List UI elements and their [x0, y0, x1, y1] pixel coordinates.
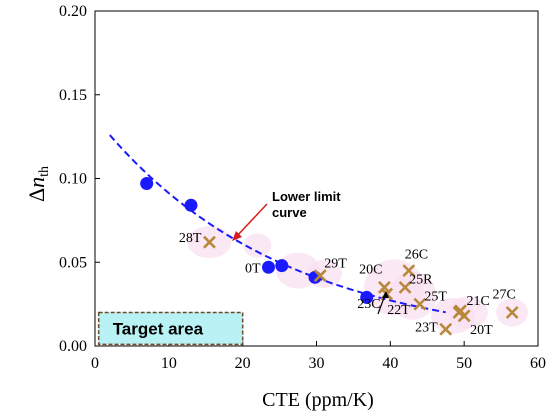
y-tick-label: 0.15 [59, 87, 87, 104]
point-label: 25R [409, 272, 433, 287]
point-label: 28T [179, 231, 202, 246]
x-marker-stroke [313, 269, 327, 283]
x-marker-stroke [505, 306, 519, 319]
y-axis-title-sub: th [37, 166, 52, 177]
x-marker [454, 304, 467, 318]
x-tick-label: 50 [456, 355, 472, 372]
point-label: 26C [405, 248, 428, 263]
x-marker [402, 264, 416, 278]
x-marker-stroke [398, 280, 412, 294]
y-tick-label: 0.00 [59, 338, 87, 355]
x-marker [439, 322, 453, 336]
annotation-line1: Lower limit [272, 189, 341, 204]
target-area-label: Target area [113, 319, 204, 338]
y-axis-title: Δnth [24, 166, 52, 202]
x-tick-label: 40 [382, 355, 398, 372]
circle-marker [275, 259, 289, 273]
y-tick-label: 0.10 [59, 171, 87, 188]
x-marker [313, 269, 327, 283]
annotation-arrowhead [232, 231, 242, 241]
point-label: 21C [466, 294, 489, 309]
point-label: 0T [245, 261, 261, 276]
svg-text:Δnth: Δnth [24, 166, 52, 202]
x-tick-label: 10 [161, 355, 177, 372]
point-label: 27C [492, 288, 515, 303]
tick-labels: 0 10 20 30 40 50 60 0.00 0.05 0.10 0.15 0.20 [59, 3, 546, 372]
x-marker-stroke [413, 297, 427, 311]
callout-arrow-23c [377, 291, 389, 315]
x-tick-label: 0 [91, 355, 99, 372]
point-label: 20T [470, 323, 493, 338]
circle-marker [184, 198, 198, 212]
circle-marker [360, 290, 374, 304]
y-axis-title-n: n [24, 177, 49, 188]
circle-marker [140, 177, 154, 191]
target-area: Target area [97, 311, 244, 346]
x-marker [413, 297, 427, 311]
y-tick-label: 0.20 [59, 3, 87, 20]
x-axis-title: CTE (ppm/K) [262, 389, 374, 411]
point-label: 29T [324, 257, 347, 272]
y-axis-title-delta: Δ [24, 188, 49, 202]
x-marker-stroke [378, 280, 391, 294]
circle-marker [262, 260, 276, 274]
point-label: 25T [424, 290, 447, 305]
point-label: 23T [415, 320, 438, 335]
x-marker [398, 280, 412, 294]
highlight-blob [243, 233, 272, 258]
y-tick-label: 0.05 [59, 254, 87, 271]
annotation: Lower limit curve [232, 189, 341, 241]
x-tick-label: 20 [235, 355, 251, 372]
x-marker-stroke [454, 304, 467, 318]
x-tick-label: 30 [309, 355, 325, 372]
x-marker [203, 235, 216, 249]
point-label: 20C [359, 262, 382, 277]
point-label: 22T [387, 303, 410, 318]
x-marker [505, 306, 519, 319]
annotation-arrow [235, 203, 268, 238]
annotation-line2: curve [272, 205, 307, 220]
x-marker-stroke [203, 235, 216, 249]
x-marker-stroke [439, 322, 453, 336]
point-label: 23C [357, 297, 380, 312]
target-area-box [97, 311, 244, 346]
x-marker-stroke [402, 264, 416, 278]
x-tick-label: 60 [530, 355, 546, 372]
